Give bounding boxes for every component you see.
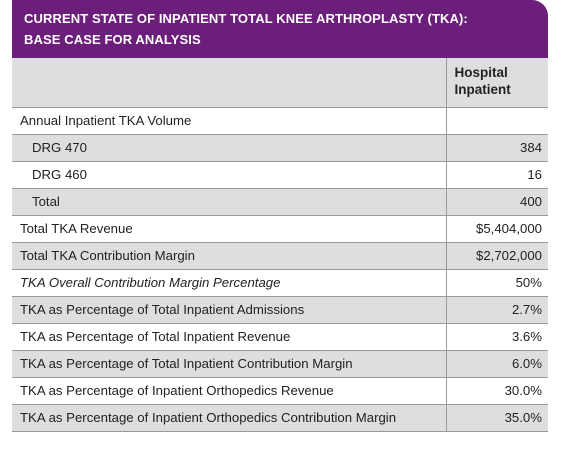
row-value: 6.0% (445, 350, 548, 378)
table-row: TKA as Percentage of Total Inpatient Adm… (12, 296, 548, 324)
table-row: Total TKA Contribution Margin $2,702,000 (12, 242, 548, 270)
row-value (445, 107, 548, 135)
row-value: 30.0% (445, 377, 548, 405)
row-value: 2.7% (445, 296, 548, 324)
row-value: 16 (445, 161, 548, 189)
table-row: Total 400 (12, 188, 548, 216)
row-label: Total TKA Contribution Margin (12, 242, 446, 270)
row-value: 3.6% (445, 323, 548, 351)
row-label: TKA as Percentage of Inpatient Orthopedi… (12, 404, 446, 432)
table-row: TKA as Percentage of Inpatient Orthopedi… (12, 404, 548, 432)
header-empty-cell (12, 58, 446, 108)
base-case-table-card: CURRENT STATE OF INPATIENT TOTAL KNEE AR… (12, 0, 548, 432)
row-label: TKA as Percentage of Total Inpatient Rev… (12, 323, 446, 351)
row-label: TKA as Percentage of Total Inpatient Con… (12, 350, 446, 378)
tka-base-case-table: Hospital Inpatient Annual Inpatient TKA … (12, 58, 548, 432)
table-row: DRG 470 384 (12, 134, 548, 162)
row-label: DRG 460 (12, 161, 446, 189)
row-value: 35.0% (445, 404, 548, 432)
row-label: TKA Overall Contribution Margin Percenta… (12, 269, 446, 297)
table-row: TKA as Percentage of Total Inpatient Con… (12, 350, 548, 378)
row-label: Total TKA Revenue (12, 215, 446, 243)
table-header-row: Hospital Inpatient (12, 58, 548, 108)
row-value: $2,702,000 (445, 242, 548, 270)
row-label: Annual Inpatient TKA Volume (12, 107, 446, 135)
row-label: TKA as Percentage of Total Inpatient Adm… (12, 296, 446, 324)
table-title-line-2: BASE CASE FOR ANALYSIS (24, 32, 201, 47)
row-value: 384 (445, 134, 548, 162)
row-value: $5,404,000 (445, 215, 548, 243)
row-label: DRG 470 (12, 134, 446, 162)
row-value: 400 (445, 188, 548, 216)
table-row: TKA as Percentage of Inpatient Orthopedi… (12, 377, 548, 405)
row-label: Total (12, 188, 446, 216)
row-label: TKA as Percentage of Inpatient Orthopedi… (12, 377, 446, 405)
table-title-line-1: CURRENT STATE OF INPATIENT TOTAL KNEE AR… (24, 11, 468, 26)
column-header-hospital-inpatient: Hospital Inpatient (445, 58, 548, 108)
table-row: TKA as Percentage of Total Inpatient Rev… (12, 323, 548, 351)
table-row: Total TKA Revenue $5,404,000 (12, 215, 548, 243)
table-row: DRG 460 16 (12, 161, 548, 189)
table-row: TKA Overall Contribution Margin Percenta… (12, 269, 548, 297)
row-value: 50% (445, 269, 548, 297)
table-row: Annual Inpatient TKA Volume (12, 107, 548, 135)
table-title-bar: CURRENT STATE OF INPATIENT TOTAL KNEE AR… (12, 0, 548, 58)
